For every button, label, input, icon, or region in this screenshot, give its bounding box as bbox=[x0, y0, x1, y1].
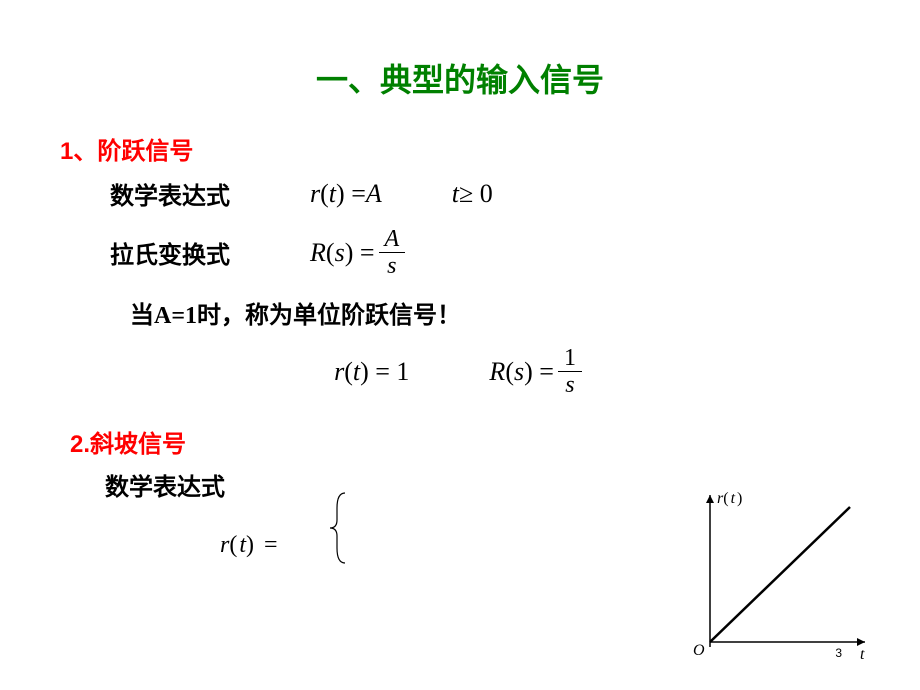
label-laplace: 拉氏变换式 bbox=[110, 235, 270, 270]
section1-heading: 1、阶跃信号 bbox=[60, 131, 870, 166]
unit-step-note: 当A=1时，称为单位阶跃信号！ bbox=[130, 295, 870, 330]
left-brace-icon bbox=[325, 488, 355, 568]
graph-origin-label: O bbox=[693, 642, 705, 659]
math-step-Rs: R ( s ) = A s bbox=[310, 226, 409, 280]
label-ramp-math: 数学表达式 bbox=[105, 467, 225, 502]
frac-1-over-s: 1 s bbox=[558, 345, 582, 399]
section2-heading: 2.斜坡信号 bbox=[70, 424, 870, 459]
ramp-graph: O t r(t) bbox=[685, 487, 875, 662]
unit-step-equations: r ( t ) = 1 R ( s ) = 1 s bbox=[50, 345, 870, 399]
math-step-cond: t ≥ 0 bbox=[452, 179, 493, 209]
math-Rs-1s: R ( s ) = 1 s bbox=[489, 345, 586, 399]
page-number: 3 bbox=[835, 646, 842, 660]
math-step-rt: r ( t ) = A bbox=[310, 179, 382, 209]
math-rt-1: r ( t ) = 1 bbox=[334, 345, 409, 399]
page-title: 一、典型的输入信号 bbox=[50, 55, 870, 101]
row-laplace: 拉氏变换式 R ( s ) = A s bbox=[110, 226, 870, 280]
graph-ylabel: r(t) bbox=[717, 490, 742, 507]
frac-A-over-s: A s bbox=[379, 226, 406, 280]
row-math-expr: 数学表达式 r ( t ) = A t ≥ 0 bbox=[110, 176, 870, 211]
graph-xlabel: t bbox=[860, 646, 865, 662]
label-math-expr: 数学表达式 bbox=[110, 176, 270, 211]
